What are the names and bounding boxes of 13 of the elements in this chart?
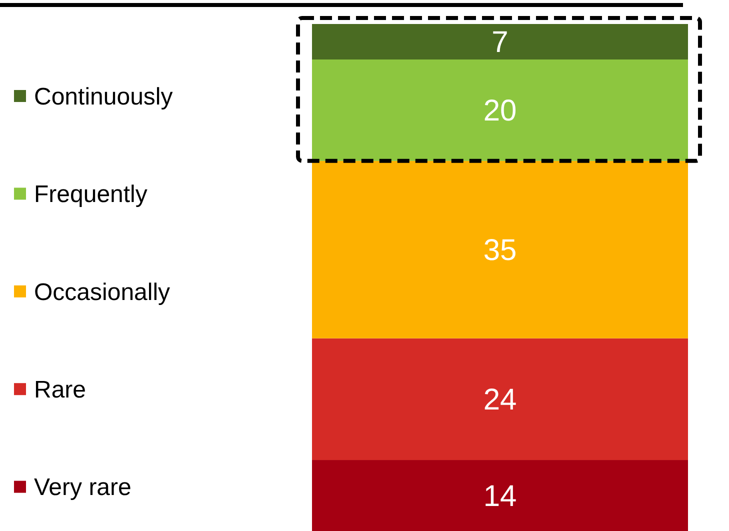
data-label: 7 [492,26,508,60]
legend-label: Frequently [34,181,148,208]
legend-label: Continuously [34,83,173,110]
data-label: 24 [483,384,517,417]
data-label: 35 [483,234,517,268]
bar [312,460,688,531]
bar [312,338,688,460]
bar [312,24,688,60]
data-label: 14 [483,480,517,514]
legend-label: Occasionally [34,278,170,306]
legend-label: Rare [34,376,86,404]
data-label: 20 [483,94,517,128]
legend-label: Very rare [34,474,132,502]
